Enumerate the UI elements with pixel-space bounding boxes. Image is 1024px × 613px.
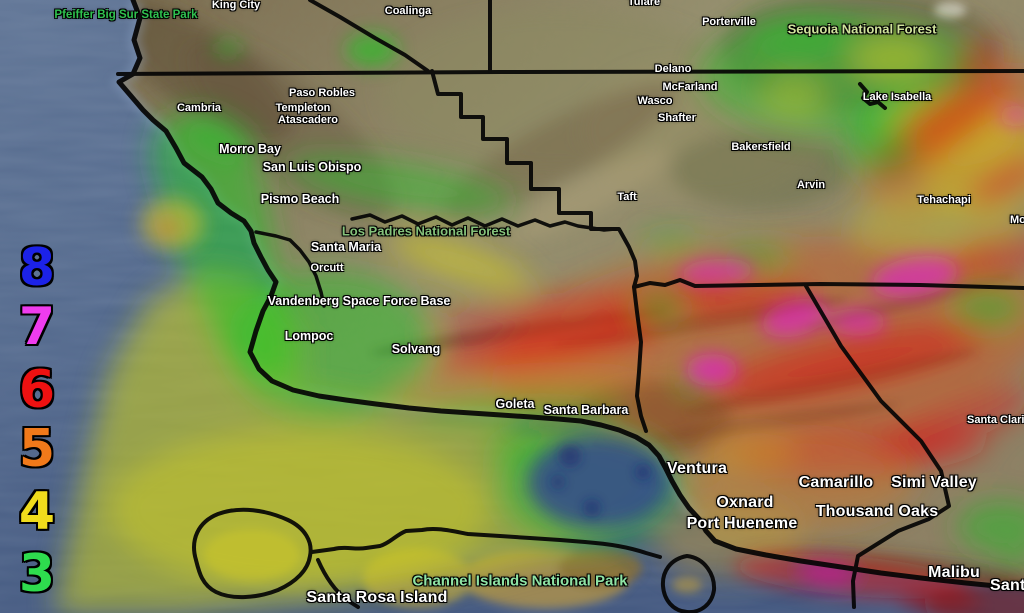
map-label-taft: Taft <box>617 191 637 203</box>
map-label-mcfarland: McFarland <box>662 81 718 93</box>
map-label-mojave: Mojave <box>1010 214 1024 226</box>
map-label-oxnard: Oxnard <box>716 494 774 511</box>
legend-value-6: 6 <box>18 360 56 420</box>
map-label-paso-robles: Paso Robles <box>288 87 356 99</box>
island-outline-anacapa <box>660 554 717 613</box>
map-label-solvang: Solvang <box>391 342 441 356</box>
legend-value-3: 3 <box>18 544 56 604</box>
county-boundaries <box>116 0 1024 613</box>
map-label-los-padres-nf: Los Padres National Forest <box>341 223 511 239</box>
map-label-porterville: Porterville <box>702 16 756 28</box>
map-label-santa-monica: Santa Monica <box>990 577 1024 594</box>
island-outline-san-miguel <box>192 507 313 600</box>
map-label-king-city: King City <box>211 0 261 11</box>
map-label-morro-bay: Morro Bay <box>219 142 281 156</box>
legend-value-7: 7 <box>18 297 56 357</box>
map-label-tehachapi: Tehachapi <box>917 194 971 206</box>
map-label-coalinga: Coalinga <box>384 5 432 17</box>
map-label-cambria: Cambria <box>176 102 222 114</box>
coastline <box>116 0 1024 592</box>
map-label-camarillo: Camarillo <box>798 474 874 491</box>
map-label-arvin: Arvin <box>796 179 826 191</box>
map-label-shafter: Shafter <box>658 112 696 124</box>
map-label-santa-clarita: Santa Clarita <box>967 414 1024 426</box>
precipitation-overlay <box>55 10 1024 613</box>
map-label-templeton: Templeton <box>275 102 331 114</box>
map-label-bakersfield: Bakersfield <box>731 141 791 153</box>
map-label-sequoia-nf: Sequoia National Forest <box>787 21 937 37</box>
map-label-pfeiffer-big-sur: Pfeiffer Big Sur State Park <box>54 9 198 21</box>
map-label-simi-valley: Simi Valley <box>891 474 977 491</box>
legend-value-5: 5 <box>18 419 56 479</box>
map-label-port-hueneme: Port Hueneme <box>686 515 798 532</box>
map-label-malibu: Malibu <box>928 564 980 581</box>
map-label-santa-rosa-island: Santa Rosa Island <box>306 589 448 606</box>
map-label-orcutt: Orcutt <box>310 262 344 274</box>
map-label-atascadero: Atascadero <box>278 114 338 126</box>
legend-value-4: 4 <box>18 482 56 542</box>
map-label-vandenberg: Vandenberg Space Force Base <box>267 294 451 308</box>
map-label-wasco: Wasco <box>637 95 673 107</box>
lake-isabella-outline <box>858 82 887 110</box>
map-label-santa-maria: Santa Maria <box>310 240 382 254</box>
map-label-san-luis-obispo: San Luis Obispo <box>262 160 362 174</box>
map-label-pismo-beach: Pismo Beach <box>260 192 340 206</box>
map-label-ventura: Ventura <box>666 460 728 477</box>
map-label-channel-islands-np: Channel Islands National Park <box>412 572 628 590</box>
map-label-lompoc: Lompoc <box>284 329 334 343</box>
island-outline-chain <box>310 526 662 559</box>
map-label-delano: Delano <box>654 63 692 75</box>
legend-value-8: 8 <box>18 238 56 298</box>
map-label-goleta: Goleta <box>495 397 535 411</box>
map-label-thousand-oaks: Thousand Oaks <box>815 503 939 520</box>
map-label-tulare: Tulare <box>627 0 661 8</box>
map-label-lake-isabella: Lake Isabella <box>862 91 932 103</box>
map-label-santa-barbara: Santa Barbara <box>543 403 629 417</box>
